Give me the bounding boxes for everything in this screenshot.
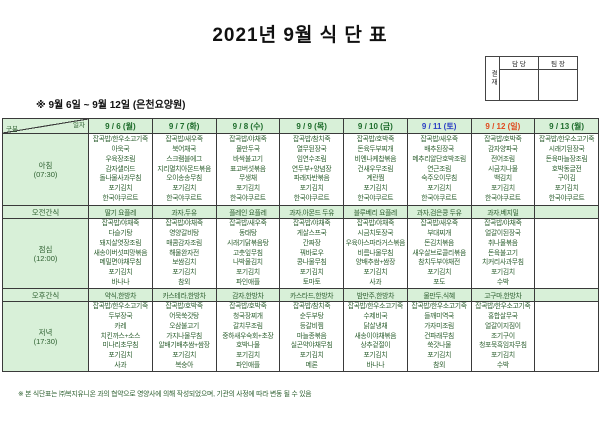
breakfast-cell: 잡곡밥/새우죽 북어채국 스크램블에그 지리멸치아몬드볶음 오이송송무침 포기김치 한국야쿠… — [151, 133, 217, 206]
pm-snack-cell: 카스테라,한방차 — [151, 288, 217, 302]
date-header: 9 / 7 (화) — [151, 118, 217, 134]
am-snack-cell: 블루베리 요플레 — [343, 205, 408, 219]
dinner-cell: 잡곡밥/한우소고기죽 두부장국 카레 치킨까스+소스 미나리초무침 포기김치 사과 — [88, 301, 153, 372]
am-snack-cell: 플레인 요플레 — [215, 205, 281, 219]
pm-snack-cell: 고구마,한방차 — [470, 288, 536, 302]
date-header-row: 일자 구분 9 / 6 (월) 9 / 7 (화) 9 / 8 (수) 9 / … — [2, 118, 599, 134]
breakfast-cell: 잡곡밥/새우죽 배추된장국 메추리알단호박조림 연근조림 숙주오이무침 포기김치 한국야쿠르… — [406, 133, 472, 206]
lunch-cell: 잡곡밥/야채죽 시금치토장국 우육아스파라거스볶음 비름나물무침 양배추쌈+쌈장 포기김치… — [343, 218, 408, 289]
approval-sign-space — [538, 69, 578, 101]
approval-col-teamjang: 팀 장 — [538, 56, 578, 70]
pm-snack-cell: 물만두,식혜 — [406, 288, 472, 302]
dinner-cell — [534, 301, 599, 372]
breakfast-cell: 잡곡밥/야채죽 물만두국 바싹불고기 표고버섯볶음 무생채 포기김치 한국야쿠르트 — [215, 133, 281, 206]
corner-cell: 일자 구분 — [2, 118, 89, 134]
breakfast-cell: 잡곡밥/참치죽 열무된장국 임연수조림 연두부+양념장 파래자반볶음 포기김치 한국야쿠르트 — [279, 133, 344, 206]
am-snack-row: 오전간식 딸기 요플레 과자,두유 플레인 요플레 과자,아몬드 두유 블루베리… — [2, 205, 599, 219]
corner-label-date: 일자 — [73, 122, 85, 129]
row-label-dinner: 저녁 (17:30) — [2, 301, 89, 372]
date-header: 9 / 12 (일) — [470, 118, 536, 134]
lunch-row: 점심 (12:00) 잡곡밥/야채죽 다슬기탕 돼지살엿장조림 새송이버섯피망볶음 메밀… — [2, 218, 599, 289]
lunch-cell: 잡곡밥/야채죽 얼갈이된장국 취나물볶음 돈육불고기 치커리사과무침 포기김치 수박 — [470, 218, 536, 289]
row-label-pm-snack: 오후간식 — [2, 288, 89, 302]
lunch-cell: 잡곡밥/새우죽 부대찌개 돈김치볶음 새우살브로콜리볶음 참치두부야채전 포기김치 포도 — [406, 218, 472, 289]
pm-snack-cell: 밤만주,한방차 — [343, 288, 408, 302]
pm-snack-cell: 카스타드,한방차 — [279, 288, 344, 302]
lunch-cell: 잡곡밥/야채죽 게살스프국 간짜장 꿔바로우 콩나물무침 포기김치 토마토 — [279, 218, 344, 289]
week-range-subtitle: ※ 9월 6일 ~ 9월 12일 (은천요양원) — [36, 100, 186, 111]
row-label-breakfast: 아침 (07:30) — [2, 133, 89, 206]
dinner-cell: 잡곡밥/한우소고기죽 수제비국 닭살냉채 새송이야채볶음 상추겉절이 포기김치 바나나 — [343, 301, 408, 372]
pm-snack-cell: 감자,한방차 — [215, 288, 281, 302]
breakfast-cell: 잡곡밥/호박죽 감자양파국 전어조림 시금치나물 백김치 포기김치 한국야쿠르트 — [470, 133, 536, 206]
am-snack-cell: 과자,아몬드 두유 — [279, 205, 344, 219]
dinner-cell: 잡곡밥/한우소고기죽 들깨미역국 가자미조림 건파래무침 쑥갓나물 포기김치 참외 — [406, 301, 472, 372]
breakfast-row: 아침 (07:30) 잡곡밥/한우소고기죽 아욱국 우육장조림 감자샐러드 돌나물사과무… — [2, 133, 599, 206]
date-header: 9 / 11 (토) — [406, 118, 472, 134]
am-snack-cell — [534, 205, 599, 219]
row-label-am-snack: 오전간식 — [2, 205, 89, 219]
page-title: 2021년 9월 식 단 표 — [212, 25, 388, 46]
am-snack-cell: 과자,두유 — [151, 205, 217, 219]
meal-plan-table: 일자 구분 9 / 6 (월) 9 / 7 (화) 9 / 8 (수) 9 / … — [2, 118, 599, 372]
am-snack-cell: 딸기 요플레 — [88, 205, 153, 219]
date-header: 9 / 10 (금) — [343, 118, 408, 134]
dinner-cell: 잡곡밥/한우소고기죽 홍합살무국 얼갈이지짐이 조기구이 청포묵흑임자무침 포기김치 수박 — [470, 301, 536, 372]
diagonal-divider: 일자 구분 — [3, 119, 88, 133]
lunch-cell: 잡곡밥/야채죽 다슬기탕 돼지살엿장조림 새송이버섯피망볶음 메밀면야채무침 포기김치 바나… — [88, 218, 153, 289]
approval-signoff-table: 결재 담 당 팀 장 — [485, 56, 578, 101]
row-label-lunch: 점심 (12:00) — [2, 218, 89, 289]
pm-snack-cell: 약식,한방차 — [88, 288, 153, 302]
footer-note: ※ 본 식단표는 ㈜복지유니온 과의 협약으로 영양사에 의해 작성되었으며, … — [18, 391, 312, 398]
approval-stamp-label: 결재 — [485, 56, 500, 101]
dinner-cell: 잡곡밥/호박죽 어묵쑥갓탕 오삼불고기 가지나물무침 알배기배추쌈+쌈장 포기김치 복숭아 — [151, 301, 217, 372]
lunch-cell: 잡곡밥/야채죽 영양갈비탕 매콤감자조림 해물완자전 보쌈김치 포기김치 참외 — [151, 218, 217, 289]
am-snack-cell: 과자,베지밀 — [470, 205, 536, 219]
date-header: 9 / 8 (수) — [215, 118, 281, 134]
corner-label-category: 구분 — [6, 126, 18, 133]
lunch-cell — [534, 218, 599, 289]
date-header: 9 / 13 (월) — [534, 118, 599, 134]
dinner-cell: 잡곡밥/호박죽 청국장찌개 갈치무조림 중하새우숙회+초장 호박나물 포기김치 파인애플 — [215, 301, 281, 372]
date-header: 9 / 6 (월) — [88, 118, 153, 134]
breakfast-cell: 잡곡밥/한우소고기죽 시래기된장국 돈육마늘장조림 호박동글전 구이김 포기김치 한국야쿠르… — [534, 133, 599, 206]
am-snack-cell: 과자,검은콩 두유 — [406, 205, 472, 219]
approval-sign-space — [499, 69, 539, 101]
approval-col-damdang: 담 당 — [499, 56, 539, 70]
dinner-row: 저녁 (17:30) 잡곡밥/한우소고기죽 두부장국 카레 치킨까스+소스 미나리초무침… — [2, 301, 599, 372]
lunch-cell: 잡곡밥/새우죽 동태탕 시래기닭볶음탕 고춧잎무침 나박물김치 포기김치 파인애플 — [215, 218, 281, 289]
breakfast-cell: 잡곡밥/호박죽 돈육두부찌개 비엔나케찹볶음 건새우무조림 계란찜 포기김치 한국야쿠르트 — [343, 133, 408, 206]
pm-snack-cell — [534, 288, 599, 302]
dinner-cell: 잡곡밥/참치죽 순두부탕 등갈비찜 마늘종볶음 실곤약야채무침 포기김치 메론 — [279, 301, 344, 372]
breakfast-cell: 잡곡밥/한우소고기죽 아욱국 우육장조림 감자샐러드 돌나물사과무침 포기김치 한국야쿠르트 — [88, 133, 153, 206]
date-header: 9 / 9 (목) — [279, 118, 344, 134]
pm-snack-row: 오후간식 약식,한방차 카스테라,한방차 감자,한방차 카스타드,한방차 밤만주… — [2, 288, 599, 302]
